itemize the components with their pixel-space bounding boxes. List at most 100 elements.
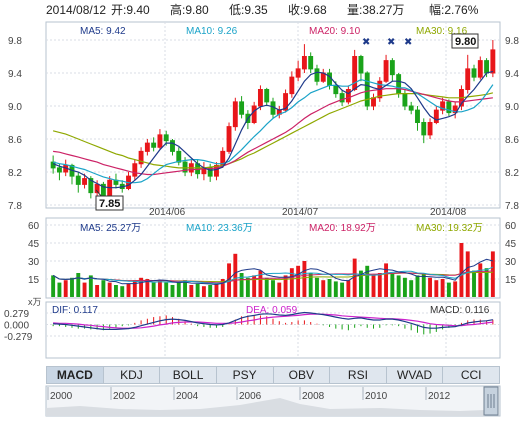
macd-dif-line bbox=[53, 311, 494, 330]
tab-psy[interactable]: PSY bbox=[217, 367, 274, 383]
volume-bar bbox=[57, 282, 62, 297]
candle-body bbox=[471, 68, 477, 78]
price-tick-left: 9.8 bbox=[8, 36, 22, 47]
open-label: 开: bbox=[111, 3, 126, 17]
candle-body bbox=[484, 60, 490, 74]
date-tick-label: 2014/06 bbox=[149, 207, 186, 218]
candle-body bbox=[232, 101, 238, 128]
price-tick-left: 8.2 bbox=[8, 168, 22, 179]
volume-bar bbox=[132, 280, 137, 297]
volume-bar bbox=[258, 270, 263, 297]
volume-bar bbox=[346, 280, 351, 297]
tab-boll[interactable]: BOLL bbox=[160, 367, 217, 383]
candle-body bbox=[144, 142, 150, 152]
price-tick-left: 9.4 bbox=[8, 69, 22, 80]
volume-bar bbox=[459, 243, 464, 297]
timeline-year-label: 2000 bbox=[50, 391, 73, 402]
low-value: 9.35 bbox=[244, 3, 268, 17]
volume-bar bbox=[227, 263, 231, 297]
volume-bar bbox=[70, 277, 74, 297]
candle-body bbox=[427, 122, 433, 136]
event-markers: ✖ ✖ ✖ bbox=[362, 37, 412, 48]
date-tick-label: 2014/07 bbox=[282, 207, 319, 218]
svg-text:高:9.80: 高:9.80 bbox=[170, 2, 209, 17]
macd-panel-frame bbox=[45, 301, 501, 359]
volume-bar bbox=[472, 270, 476, 297]
candle-body bbox=[88, 178, 94, 194]
volume-bar bbox=[233, 253, 238, 297]
volume-bar bbox=[465, 251, 470, 297]
date-tick-label: 2014/08 bbox=[430, 207, 467, 218]
tab-macd[interactable]: MACD bbox=[47, 367, 104, 383]
candle-body bbox=[364, 72, 370, 107]
volume-bar bbox=[371, 275, 376, 297]
candle-body bbox=[396, 74, 402, 95]
candle-body bbox=[308, 56, 314, 70]
price-tick-left: 9.0 bbox=[8, 102, 22, 113]
price-legend-label: MA5: 9.42 bbox=[80, 26, 126, 37]
min-price-callout: 7.85 bbox=[95, 189, 124, 211]
price-tick-right: 9.8 bbox=[505, 36, 519, 47]
volume-legend-label: MA10: 23.36万 bbox=[186, 223, 253, 234]
change-label: 幅: bbox=[429, 2, 444, 17]
timeline-handle[interactable] bbox=[483, 386, 499, 416]
candle-body bbox=[402, 93, 408, 107]
candle-body bbox=[289, 76, 295, 95]
change-value: 2.76% bbox=[444, 3, 478, 17]
svg-text:开:9.40: 开:9.40 bbox=[111, 3, 150, 17]
volume-bar bbox=[82, 282, 87, 297]
candle-body bbox=[214, 164, 219, 177]
tab-rsi[interactable]: RSI bbox=[330, 367, 387, 383]
candle-body bbox=[82, 178, 87, 185]
volume-bar bbox=[321, 280, 326, 297]
price-tick-right: 9.0 bbox=[505, 102, 519, 113]
volume-bar bbox=[446, 282, 451, 297]
volume-bar bbox=[365, 265, 370, 297]
volume-legend-label: MA5: 25.27万 bbox=[80, 223, 141, 234]
volume-bar bbox=[490, 251, 495, 297]
candle-body bbox=[176, 150, 182, 163]
candle-body bbox=[383, 60, 389, 82]
svg-text:幅:2.76%: 幅:2.76% bbox=[429, 2, 479, 17]
high-label: 高: bbox=[170, 2, 185, 17]
tab-cci[interactable]: CCI bbox=[460, 368, 482, 382]
price-legend-label: MA30: 9.16 bbox=[416, 26, 468, 37]
volume-bar bbox=[453, 281, 458, 297]
volume-bar bbox=[340, 282, 345, 297]
volume-bar bbox=[333, 281, 338, 297]
volume-bar bbox=[484, 268, 489, 297]
candle-body bbox=[389, 60, 395, 76]
header-date: 2014/08/12 bbox=[46, 3, 106, 17]
candle-body bbox=[182, 161, 188, 173]
volume-bar bbox=[139, 277, 144, 297]
price-legend-label: MA10: 9.26 bbox=[186, 26, 238, 37]
event-marker: ✖ bbox=[387, 37, 395, 48]
candle-body bbox=[207, 167, 213, 177]
svg-text:收:9.68: 收:9.68 bbox=[288, 3, 327, 17]
svg-text:量:38.27万: 量:38.27万 bbox=[347, 3, 404, 17]
tab-wvad[interactable]: WVAD bbox=[387, 367, 444, 383]
volume-ma5-line bbox=[52, 258, 494, 286]
price-tick-right: 8.2 bbox=[505, 168, 519, 179]
timeline-year-label: 2010 bbox=[365, 391, 388, 402]
tab-obv[interactable]: OBV bbox=[274, 367, 331, 383]
volume-bar bbox=[302, 261, 307, 297]
price-tick-left: 7.8 bbox=[8, 201, 22, 212]
candle-body bbox=[301, 56, 307, 70]
volume-bar bbox=[277, 282, 282, 297]
candle-body bbox=[163, 134, 169, 142]
volume-bar bbox=[51, 275, 56, 297]
volume-bar bbox=[264, 277, 269, 297]
volume-bar bbox=[396, 275, 401, 297]
volume-bar bbox=[421, 273, 426, 297]
candle-body bbox=[452, 105, 458, 114]
candle-body bbox=[257, 89, 263, 107]
macd-tick-label: 0.279 bbox=[4, 309, 29, 320]
price-tick-left: 8.6 bbox=[8, 135, 22, 146]
volume-bar bbox=[88, 275, 93, 297]
volume-tick-left: 15 bbox=[28, 275, 40, 286]
macd-tick-label: -0.279 bbox=[4, 332, 33, 343]
tab-kdj[interactable]: KDJ bbox=[104, 367, 161, 383]
price-ma20-line bbox=[53, 88, 493, 176]
macd-lines bbox=[53, 311, 494, 330]
